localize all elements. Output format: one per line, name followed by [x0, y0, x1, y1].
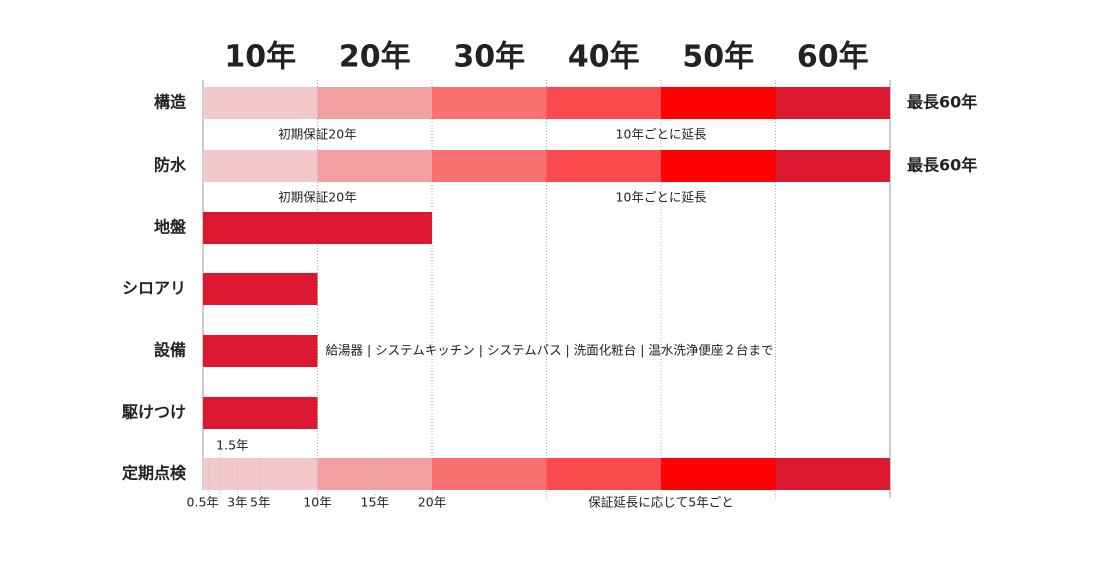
bar-segment	[203, 87, 318, 119]
x-tick-label: 50年	[682, 40, 754, 75]
right-label: 最長60年	[907, 156, 977, 175]
note: 初期保証20年	[278, 190, 356, 205]
x-tick-label: 60年	[797, 40, 869, 75]
x-tick-label: 10年	[224, 40, 296, 75]
bar-segment	[432, 150, 547, 182]
inspection-label: 0.5年	[187, 495, 219, 510]
inspection-label: 5年	[250, 495, 270, 510]
inspection-label: 3年	[227, 495, 247, 510]
x-tick-label: 30年	[453, 40, 525, 75]
inspection-label: 1.5年	[216, 438, 248, 453]
bar-segment	[661, 150, 776, 182]
bar-segment	[546, 458, 661, 490]
bar-segment	[661, 87, 776, 119]
bar-segment	[203, 397, 318, 429]
bar-segment	[546, 87, 661, 119]
bar-segment	[775, 458, 890, 490]
row-label: 設備	[154, 341, 186, 360]
note: 10年ごとに延長	[616, 190, 707, 205]
right-label: 最長60年	[907, 93, 977, 112]
bar-segment	[203, 212, 432, 244]
note: 保証延長に応じて5年ごと	[588, 495, 733, 510]
bar-segment	[203, 273, 318, 305]
bar-segment	[432, 87, 547, 119]
row-label: 定期点検	[121, 464, 187, 483]
bar-segment	[775, 150, 890, 182]
bar-segment	[661, 458, 776, 490]
row-label: 駆けつけ	[122, 403, 186, 422]
inspection-label: 15年	[361, 495, 389, 510]
note: 給湯器 | システムキッチン | システムバス | 洗面化粧台 | 温水洗浄便座…	[326, 343, 774, 358]
note: 10年ごとに延長	[616, 127, 707, 142]
bar-segment	[775, 87, 890, 119]
row-label: 構造	[154, 93, 187, 112]
row-label: 地盤	[154, 218, 187, 237]
bar-segment	[203, 150, 318, 182]
bar-segment	[203, 335, 318, 367]
bar-segment	[546, 150, 661, 182]
inspection-label: 10年	[303, 495, 331, 510]
x-tick-label: 20年	[339, 40, 411, 75]
x-tick-label: 40年	[568, 40, 640, 75]
row-label: 防水	[154, 156, 187, 175]
bar-segment	[317, 87, 432, 119]
bar-segment	[432, 458, 547, 490]
bar-segment	[317, 150, 432, 182]
inspection-label: 20年	[418, 495, 446, 510]
row-label: シロアリ	[122, 279, 186, 298]
note: 初期保証20年	[278, 127, 356, 142]
